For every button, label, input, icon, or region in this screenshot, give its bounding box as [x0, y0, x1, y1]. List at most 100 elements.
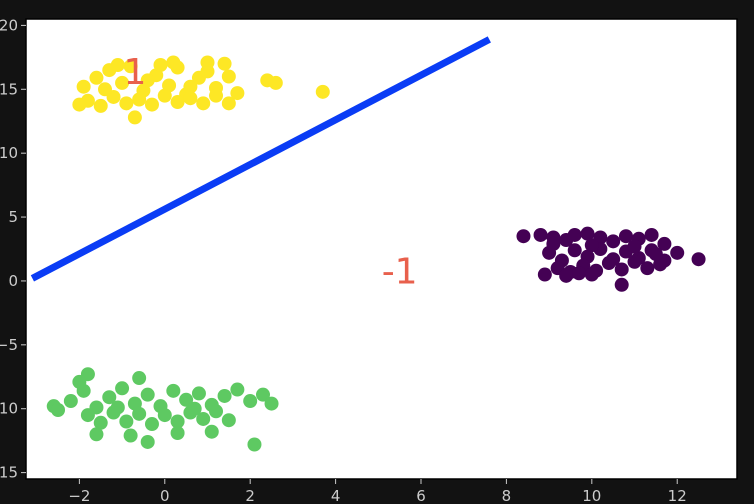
y-tick-label: 5 [8, 208, 18, 226]
series-1 [516, 226, 706, 292]
data-point [187, 401, 202, 416]
data-point [110, 400, 125, 415]
y-tick-label: −15 [0, 464, 18, 482]
data-point [123, 428, 138, 443]
data-point [268, 75, 283, 90]
data-point [72, 374, 87, 389]
data-point [170, 95, 185, 110]
data-point [516, 229, 531, 244]
data-point [102, 390, 117, 405]
data-point [691, 252, 706, 267]
data-point [209, 404, 224, 419]
data-point [533, 227, 548, 242]
class-label: -1 [382, 252, 418, 293]
data-point [315, 84, 330, 99]
data-point [183, 91, 198, 106]
data-point [546, 236, 561, 251]
data-point [93, 98, 108, 113]
data-point [537, 267, 552, 282]
x-tick-label: 10 [582, 487, 601, 504]
series-0 [72, 55, 330, 125]
data-point [191, 386, 206, 401]
data-point [132, 92, 147, 107]
axis-ticks: −2 0 2 4 6 8 10 12 −15 −10 −5 0 5 10 15 20 [0, 16, 687, 504]
data-point [217, 56, 232, 71]
data-point [230, 382, 245, 397]
data-point [221, 69, 236, 84]
data-point [89, 70, 104, 85]
data-point [614, 262, 629, 277]
y-tick-label: 20 [0, 16, 18, 34]
data-point [243, 394, 258, 409]
data-point [221, 413, 236, 428]
data-point [119, 414, 134, 429]
data-point [127, 110, 142, 125]
data-point [132, 406, 147, 421]
data-point [572, 266, 586, 281]
data-point [670, 245, 685, 260]
data-point [157, 88, 172, 103]
data-point [119, 96, 134, 111]
data-point [140, 387, 155, 402]
data-point [140, 73, 155, 88]
data-point [157, 408, 172, 423]
data-point [72, 97, 87, 112]
data-point [584, 267, 599, 282]
data-point [93, 415, 108, 430]
data-point [644, 227, 659, 242]
data-point [98, 82, 112, 97]
data-point [209, 88, 224, 103]
data-point [196, 96, 211, 111]
y-tick-label: 0 [8, 272, 18, 290]
data-point [76, 79, 91, 94]
data-point [601, 256, 616, 271]
class-annotations: 1 -1 [123, 52, 417, 292]
data-point [166, 383, 181, 398]
data-point [657, 236, 672, 251]
data-point [567, 243, 582, 258]
data-point [559, 268, 574, 283]
y-tick-label: 15 [0, 80, 18, 98]
data-point [614, 277, 629, 292]
data-point [179, 392, 194, 407]
data-point [196, 411, 211, 426]
data-point [123, 59, 138, 74]
x-tick-label: 4 [331, 487, 341, 504]
x-tick-label: 2 [245, 487, 255, 504]
data-point [170, 426, 185, 440]
data-point [567, 227, 582, 242]
data-point [627, 254, 642, 269]
data-point [183, 79, 198, 94]
data-point [648, 247, 663, 262]
data-point [170, 414, 185, 429]
data-point [166, 55, 181, 70]
data-point [115, 381, 130, 396]
data-point [132, 371, 147, 386]
data-point [204, 424, 219, 439]
x-tick-label: 12 [668, 487, 687, 504]
data-point [110, 58, 125, 72]
data-point [606, 234, 621, 249]
data-point [89, 427, 104, 442]
data-point [144, 417, 159, 432]
y-tick-label: −10 [0, 400, 18, 418]
data-point [217, 388, 232, 403]
data-point [230, 86, 245, 101]
data-point [115, 75, 130, 90]
data-point [140, 434, 155, 449]
separator-line [30, 36, 491, 282]
decision-boundary [30, 36, 491, 282]
data-point [200, 55, 215, 70]
data-point [247, 437, 262, 452]
y-tick-label: 10 [0, 144, 18, 162]
data-point [618, 229, 633, 244]
data-point [153, 58, 168, 72]
x-tick-label: 8 [502, 487, 512, 504]
data-point [627, 239, 642, 254]
data-point [640, 261, 655, 276]
class-label: 1 [123, 52, 146, 93]
data-point [264, 396, 279, 411]
data-points [46, 55, 706, 452]
data-point [584, 238, 599, 253]
